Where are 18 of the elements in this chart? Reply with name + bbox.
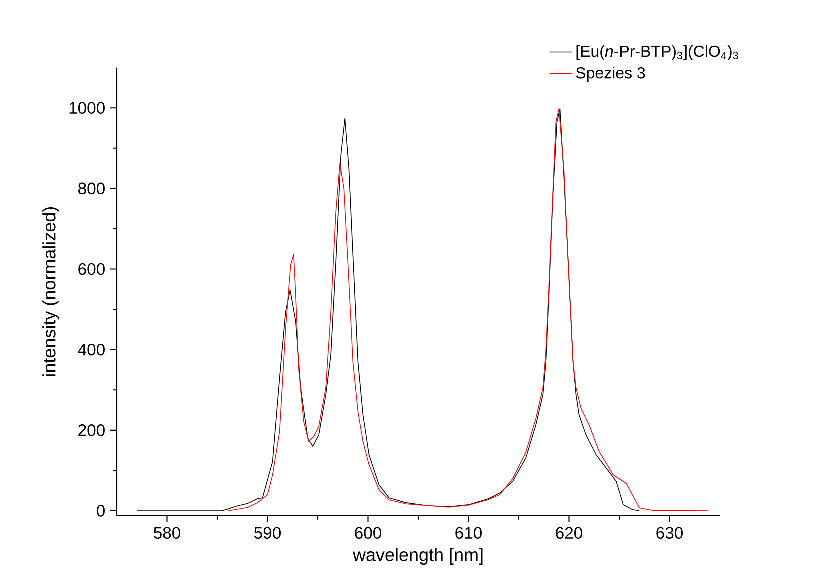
line-series [228, 108, 708, 512]
y-tick-label: 200 [78, 424, 105, 436]
legend-label: [Eu(n-Pr-BTP)$_{3}$](ClO$_{4}$)$_{3}$ [576, 45, 738, 60]
x-tick-label: 580 [154, 527, 180, 540]
x-tick-label: 600 [355, 527, 382, 540]
x-tick-label: 630 [656, 527, 683, 540]
x-tick-label: 620 [556, 527, 582, 540]
x-tick-label: 610 [456, 527, 482, 540]
x-axis-title: wavelength [nm] [352, 548, 483, 565]
line-series [136, 108, 640, 512]
y-tick-label: 0 [97, 505, 105, 517]
x-tick-label: 590 [254, 527, 281, 540]
legend-label: Spezies 3 [576, 67, 646, 82]
y-tick-label: 400 [78, 344, 105, 356]
y-tick-label: 800 [78, 182, 105, 195]
y-axis-title: intensity (normalized) [42, 207, 60, 376]
y-tick-label: 1000 [70, 102, 105, 114]
y-tick-label: 600 [78, 263, 105, 276]
